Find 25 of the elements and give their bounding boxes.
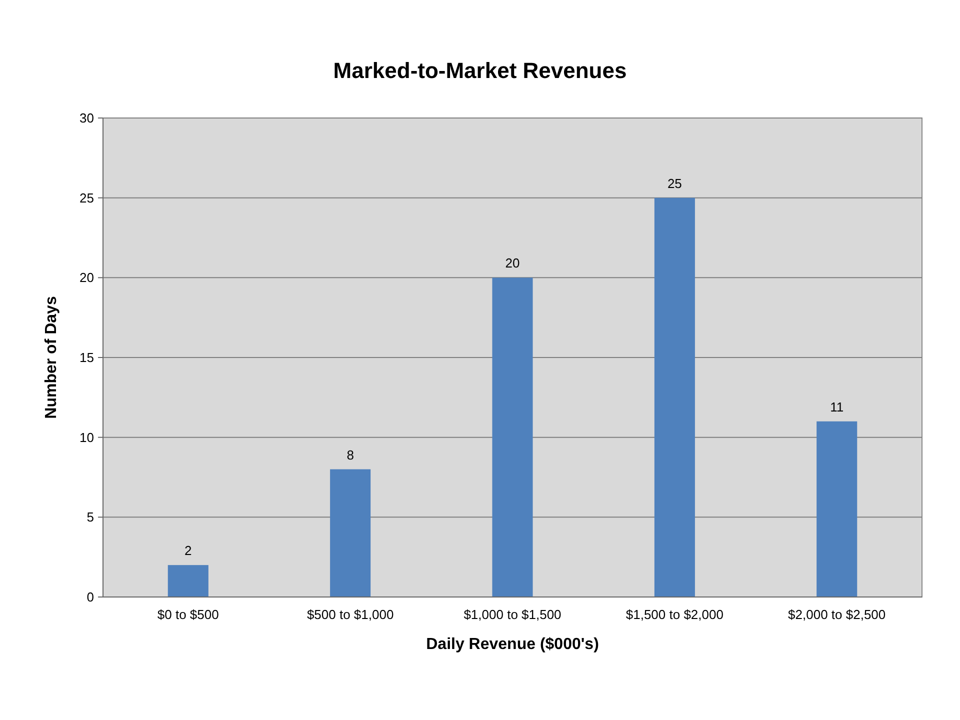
bar <box>654 198 695 597</box>
y-tick-label: 30 <box>80 110 94 126</box>
x-tick-label: $1,500 to $2,000 <box>626 607 724 622</box>
x-tick-label: $500 to $1,000 <box>306 607 394 622</box>
data-label: 11 <box>830 399 844 414</box>
bar <box>168 565 208 597</box>
data-label: 8 <box>346 447 354 462</box>
data-label: 2 <box>184 543 192 558</box>
bar <box>816 421 858 597</box>
y-tick-label: 25 <box>80 190 94 206</box>
data-label: 25 <box>667 176 682 191</box>
y-axis-title: Number of Days <box>43 296 60 419</box>
y-tick-label: 5 <box>86 510 94 525</box>
bar <box>492 278 533 597</box>
data-label: 20 <box>505 256 520 271</box>
y-tick-label: 15 <box>80 350 94 366</box>
x-axis-title: Daily Revenue ($000's) <box>426 636 599 653</box>
y-tick-label: 10 <box>80 430 94 445</box>
x-tick-label: $0 to $500 <box>157 607 219 622</box>
bar <box>330 469 371 597</box>
y-tick-label: 0 <box>86 590 94 605</box>
y-tick-label: 20 <box>80 270 94 286</box>
x-tick-label: $2,000 to $2,500 <box>788 607 886 622</box>
x-tick-label: $1,000 to $1,500 <box>464 607 562 622</box>
chart-title: Marked-to-Market Revenues <box>333 58 627 83</box>
